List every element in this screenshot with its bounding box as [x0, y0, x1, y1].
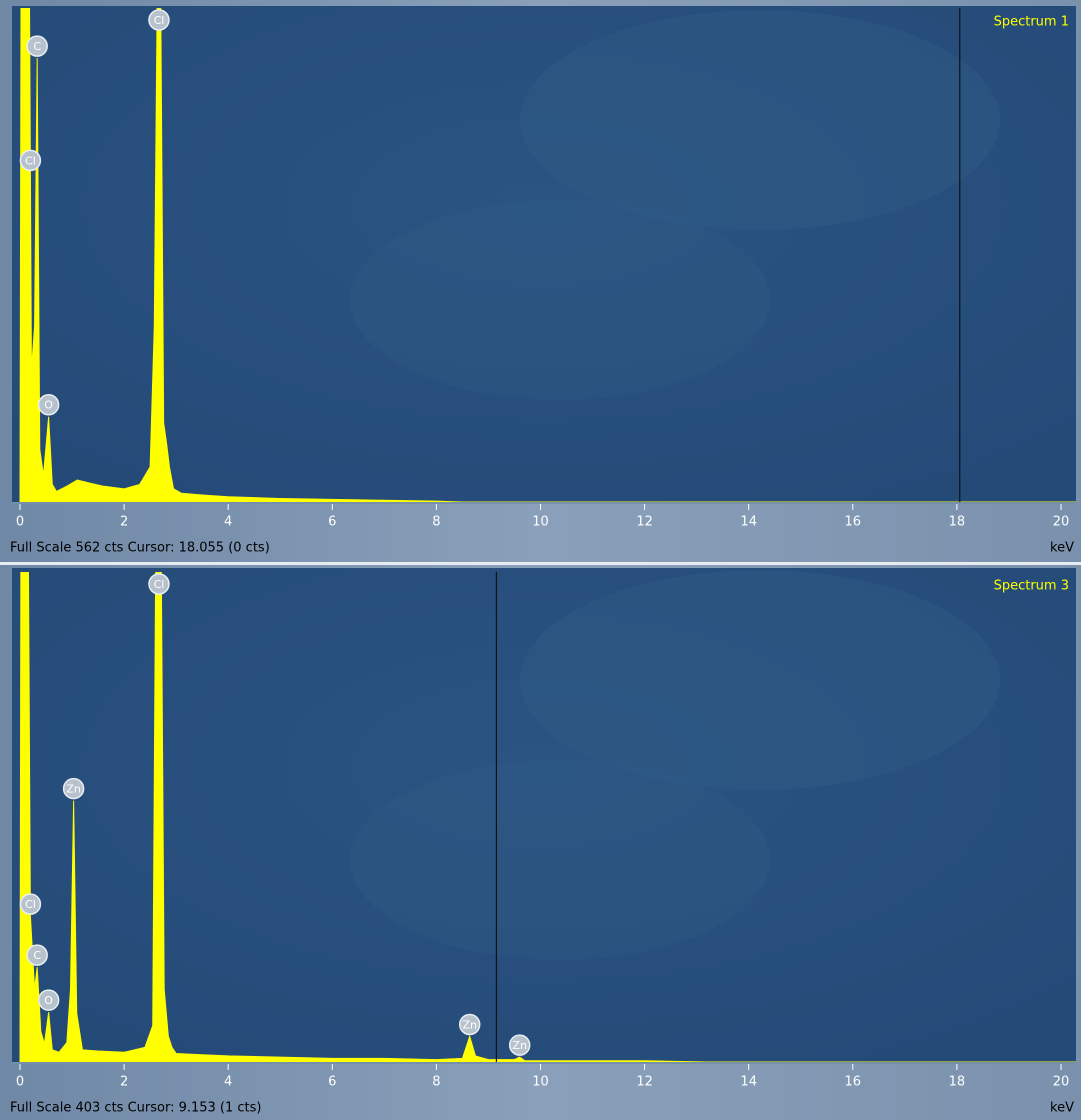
footer: Full Scale 403 cts Cursor: 9.153 (1 cts) — [10, 1101, 262, 1116]
peak-label: Cl — [154, 14, 165, 27]
x-tick-label: 6 — [328, 1075, 336, 1090]
spectra-view: 02468101214161820Spectrum 1Full Scale 56… — [0, 0, 1081, 1120]
footer: Full Scale 562 cts Cursor: 18.055 (0 cts… — [10, 541, 270, 556]
x-tick-label: 8 — [432, 1075, 440, 1090]
peak-label: C — [33, 949, 41, 962]
x-tick-label: 4 — [224, 1075, 232, 1090]
x-unit: keV — [1050, 541, 1074, 556]
x-tick-label: 4 — [224, 515, 232, 530]
x-tick-label: 12 — [636, 515, 653, 530]
x-tick-label: 2 — [120, 515, 128, 530]
decor — [350, 760, 770, 960]
x-tick-label: 20 — [1053, 1075, 1070, 1090]
peak-label: Cl — [154, 578, 165, 591]
x-tick-label: 14 — [740, 1075, 757, 1090]
decor — [350, 200, 770, 400]
x-tick-label: 12 — [636, 1075, 653, 1090]
peak-label: O — [44, 994, 53, 1007]
x-tick-label: 20 — [1053, 515, 1070, 530]
x-tick-label: 18 — [949, 1075, 966, 1090]
peak-label: O — [44, 399, 53, 412]
x-unit: keV — [1050, 1101, 1074, 1116]
peak-label: Zn — [462, 1018, 477, 1031]
separator — [0, 562, 1081, 565]
decor — [520, 10, 1000, 230]
spectrum-title: Spectrum 3 — [994, 579, 1069, 594]
x-tick-label: 16 — [845, 515, 862, 530]
peak-label: Zn — [512, 1039, 527, 1052]
x-tick-label: 2 — [120, 1075, 128, 1090]
x-tick-label: 0 — [16, 1075, 24, 1090]
x-tick-label: 10 — [532, 1075, 549, 1090]
decor — [520, 570, 1000, 790]
x-tick-label: 0 — [16, 515, 24, 530]
peak-label: Zn — [66, 783, 81, 796]
x-tick-label: 16 — [845, 1075, 862, 1090]
x-tick-label: 6 — [328, 515, 336, 530]
peak-label: Cl — [25, 898, 36, 911]
x-tick-label: 18 — [949, 515, 966, 530]
x-tick-label: 8 — [432, 515, 440, 530]
peak-label: C — [33, 40, 41, 53]
x-tick-label: 10 — [532, 515, 549, 530]
spectrum-title: Spectrum 1 — [994, 15, 1069, 30]
peak-label: Cl — [25, 154, 36, 167]
x-tick-label: 14 — [740, 515, 757, 530]
